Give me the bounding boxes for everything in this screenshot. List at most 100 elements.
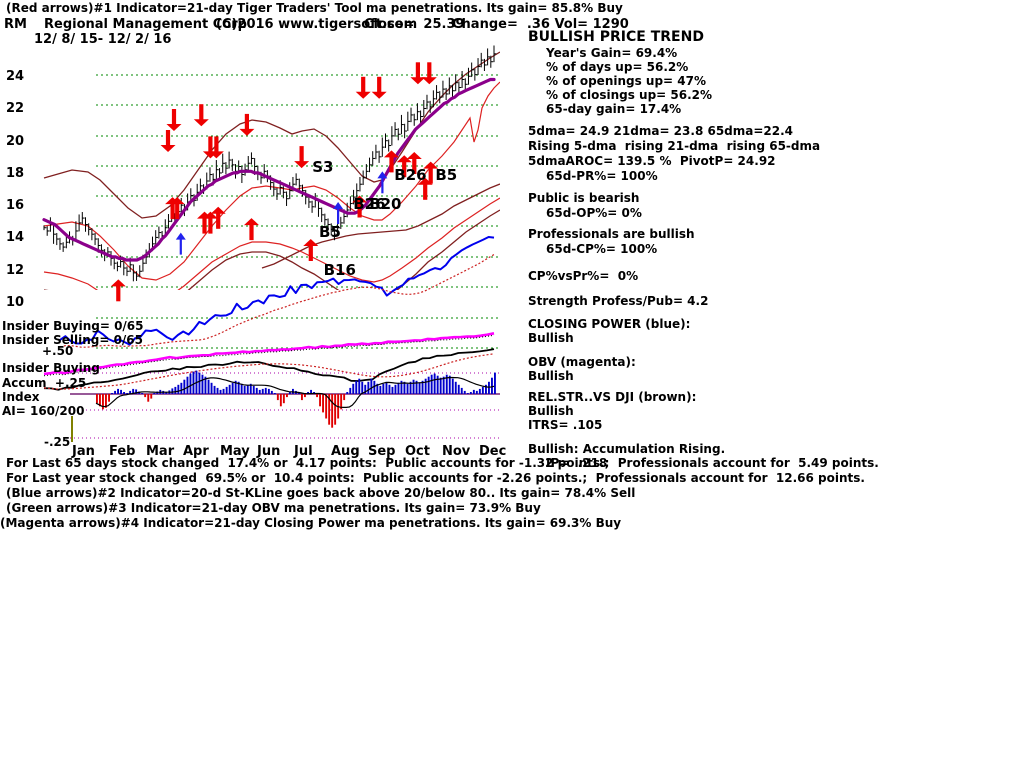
accum-bar [129,390,132,394]
chart-label-b26-1: B26 [394,166,427,185]
accum-bar [367,381,370,394]
y-tick-20: 20 [6,133,25,149]
info-strength-line: Strength Profess/Pub= 4.2 [528,294,709,308]
month-label-apr: Apr [183,444,209,459]
accum-bar [310,389,312,394]
month-label-dec: Dec [479,444,507,459]
accum-bar [349,387,352,394]
accum-bar [153,393,156,394]
sell-arrow-down [239,113,255,136]
accum-bar [105,394,107,408]
accum-bar [96,394,98,404]
accum-bar [228,384,231,394]
info-cpvspr-line: CP%vsPr%= 0% [528,269,639,283]
accum-bar [466,393,469,394]
info-stat-4: 65-day gain= 17.4% [546,102,682,116]
header-change: Change= .36 Vol= 1290 [452,17,629,32]
accum-bar [258,389,261,394]
info-relstr-label: REL.STR..VS DJI (brown): [528,390,697,404]
buy-arrow-up [243,218,259,241]
blue-signal-arrow-up [175,232,186,255]
analysis-info-panel: BULLISH PRICE TREND Year's Gain= 69.4% %… [524,30,854,469]
accum-bar [439,377,442,394]
accum-bar [177,384,180,394]
accum-bar [147,394,150,402]
sell-arrow-down [410,62,426,85]
accum-bar [267,388,270,394]
accum-bar [472,389,475,394]
info-professionals-line: Professionals are bullish [528,227,695,241]
accum-bar [174,386,177,394]
accum-bar [141,393,144,394]
info-closing-power-value: Bullish [528,331,574,345]
month-label-feb: Feb [109,444,136,459]
accum-bar [102,394,104,410]
obv-line [43,332,495,376]
price-chart-plot: 24 22 20 18 16 14 12 10 [6,30,510,442]
red-band-upper [43,81,500,281]
ai-label: AI= 160/200 [2,404,85,418]
accum-bar [108,394,110,402]
footer-line-3: (Green arrows)#3 Indicator=21-day OBV ma… [6,501,541,515]
accum-bar [219,389,222,394]
accum-bar [373,380,376,394]
y-tick-24: 24 [6,69,25,85]
accum-bar [391,386,394,394]
buy-arrow-up [383,150,399,173]
info-dma-line: 5dma= 24.9 21dma= 23.8 65dma=22.4 [528,124,794,138]
sell-arrow-down [355,76,371,99]
accum-bar [289,392,291,394]
month-label-may: May [220,444,250,459]
buy-arrow-up [210,206,226,229]
month-label-oct: Oct [405,444,430,459]
accum-bar [273,393,276,394]
info-pr-line: 65d-PR%= 100% [546,169,658,183]
brown-band-lower [44,209,500,290]
accum-bar [216,387,219,394]
signal-arrows [110,62,439,302]
month-label-aug: Aug [331,444,360,459]
accum-bar [475,390,478,394]
accum-bar [397,382,400,394]
accum-bar [201,374,204,394]
chart-label-b16-6: B16 [323,261,356,280]
accum-bar [343,394,346,401]
info-public-line: Public is bearish [528,191,640,205]
chart-label-s3-0: S3 [312,158,334,177]
month-label-jun: Jun [257,444,281,459]
accum-bar [183,379,186,394]
accum-bar [316,394,318,398]
info-cp-line: 65d-CP%= 100% [546,242,658,256]
info-stat-0: Year's Gain= 69.4% [546,46,678,60]
accum-bar [322,394,324,413]
index-label: Index [2,390,40,404]
sell-arrow-down [421,62,437,85]
accum-bar [276,394,279,401]
accum-bar [165,392,168,394]
accum-bar [213,385,216,394]
brown-band-upper [43,51,500,219]
sell-arrow-down [193,104,209,127]
accum-bar [307,392,309,394]
y-tick-22: 22 [6,101,25,117]
accum-bar [481,386,484,394]
info-stat-3: % of closings up= 56.2% [546,88,713,102]
accum-bar [325,394,328,419]
accum-bar [442,376,445,394]
plus-fifty-label: +.50 [42,344,74,358]
accum-bar [225,386,228,394]
info-obv-value: Bullish [528,369,574,383]
info-itrs-line: ITRS= .105 [528,418,603,432]
chart-label-b26-3: B26 [353,195,386,214]
moving-average-line [42,77,496,262]
info-accum-line: Bullish: Accumulation Rising. [528,442,726,456]
accum-bar [234,380,237,394]
accum-bar [132,388,135,394]
month-label-jan: Jan [72,444,95,459]
info-obv-label: OBV (magenta): [528,355,636,369]
accum-bar [304,394,306,398]
accum-bar [279,394,282,407]
accum-bar [358,378,361,394]
price-gridlines [96,74,500,319]
accum-bar [436,375,439,394]
